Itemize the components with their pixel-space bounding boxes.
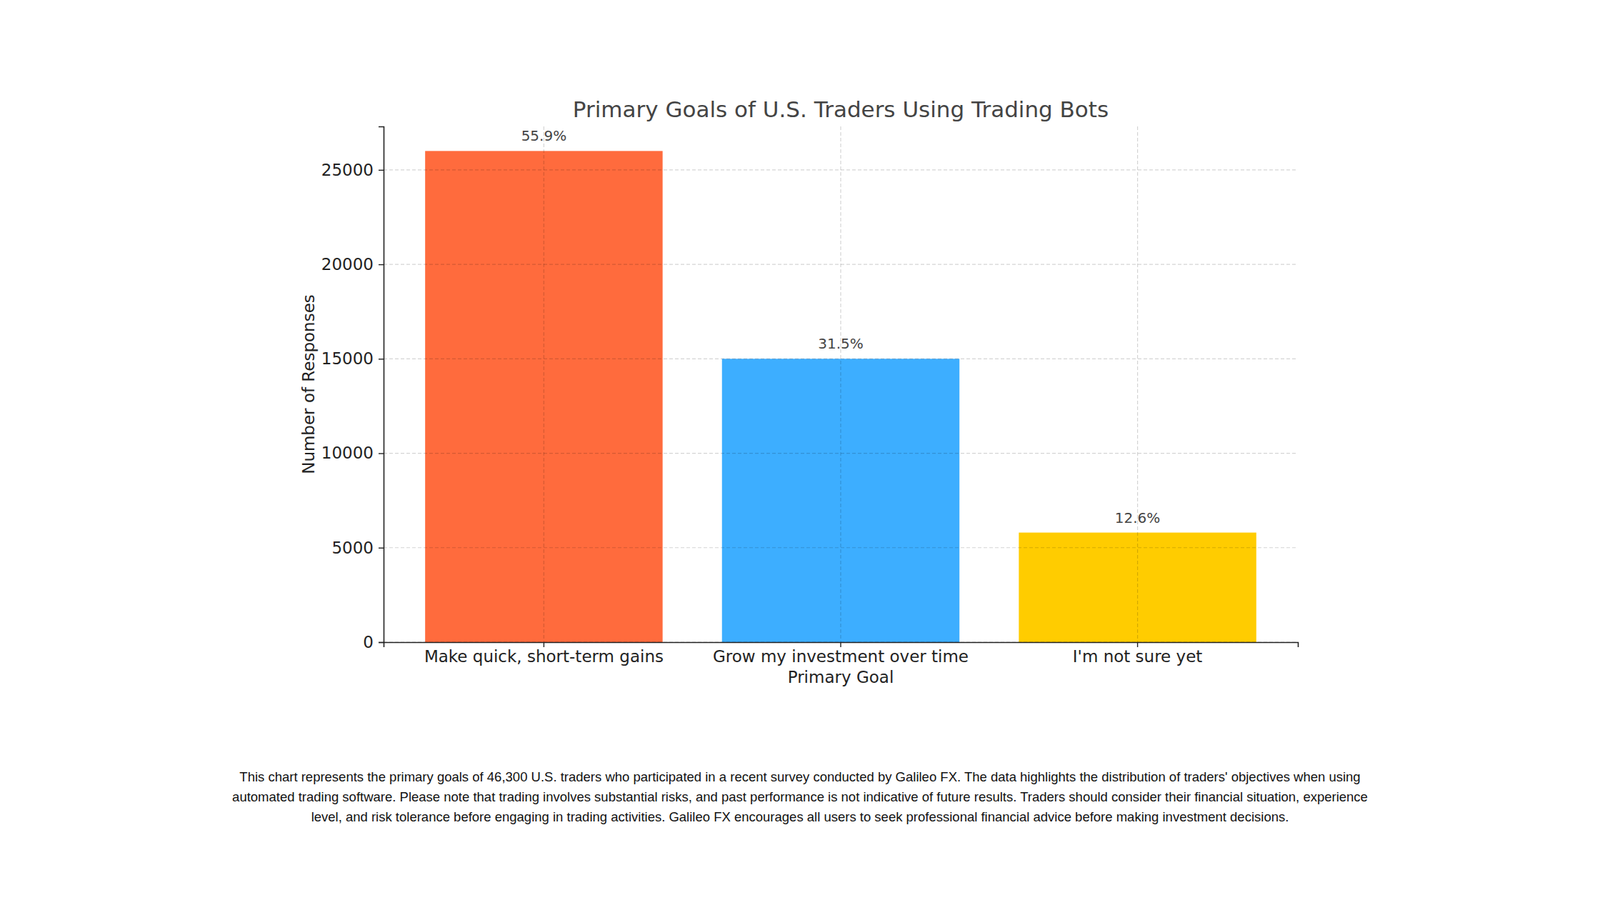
y-tick-mark <box>378 547 384 549</box>
grid-line <box>383 547 1298 548</box>
grid <box>383 126 1298 643</box>
y-tick: 15000 <box>321 349 384 368</box>
x-tick-label: I'm not sure yet <box>1072 647 1203 666</box>
y-tick-label: 10000 <box>321 443 374 463</box>
y-tick: 20000 <box>321 255 384 274</box>
x-tick-mark <box>543 642 545 648</box>
bar-annotation: 55.9% <box>521 127 568 145</box>
y-tick-mark <box>378 642 384 643</box>
grid-line <box>840 126 841 643</box>
grid-line <box>1137 126 1138 643</box>
y-tick-label: 0 <box>362 632 374 652</box>
y-axis-title: Number of Responses <box>299 294 318 475</box>
x-axis-line <box>384 642 1299 648</box>
y-tick-label: 20000 <box>321 255 374 274</box>
annotations: 55.9% 31.5% 12.6% <box>521 127 1161 526</box>
y-tick: 0 <box>362 632 384 652</box>
x-axis: Make quick, short-term gains Grow my inve… <box>384 642 1299 666</box>
y-tick-mark <box>378 358 384 360</box>
y-tick: 10000 <box>321 443 384 463</box>
x-axis-title: Primary Goal <box>787 667 895 687</box>
x-tick: Grow my investment over time <box>712 642 969 666</box>
y-tick: 5000 <box>331 538 384 558</box>
x-tick-mark <box>840 642 841 648</box>
y-axis: 0 5000 10000 15000 20000 25000 <box>321 127 385 652</box>
x-tick: Make quick, short-term gains <box>424 642 664 666</box>
bar-annotation: 12.6% <box>1115 509 1161 527</box>
grid-line <box>543 126 545 643</box>
y-tick: 25000 <box>321 160 384 180</box>
bar-annotation: 31.5% <box>817 335 864 353</box>
caption: This chart represents the primary goals … <box>221 767 1379 828</box>
y-tick-mark <box>378 170 384 171</box>
chart-title: Primary Goals of U.S. Traders Using Trad… <box>572 96 1109 123</box>
chart: Primary Goals of U.S. Traders Using Trad… <box>0 0 1600 900</box>
y-tick-label: 25000 <box>321 160 374 180</box>
y-tick-mark <box>378 452 384 454</box>
y-axis-line <box>378 127 385 643</box>
y-tick-label: 5000 <box>331 538 374 558</box>
x-tick-mark <box>1137 642 1138 648</box>
x-tick-label: Make quick, short-term gains <box>424 647 664 666</box>
x-tick-label: Grow my investment over time <box>712 647 969 666</box>
y-tick-mark <box>378 264 384 265</box>
x-tick: I'm not sure yet <box>1072 642 1203 666</box>
y-tick-label: 15000 <box>321 349 374 368</box>
